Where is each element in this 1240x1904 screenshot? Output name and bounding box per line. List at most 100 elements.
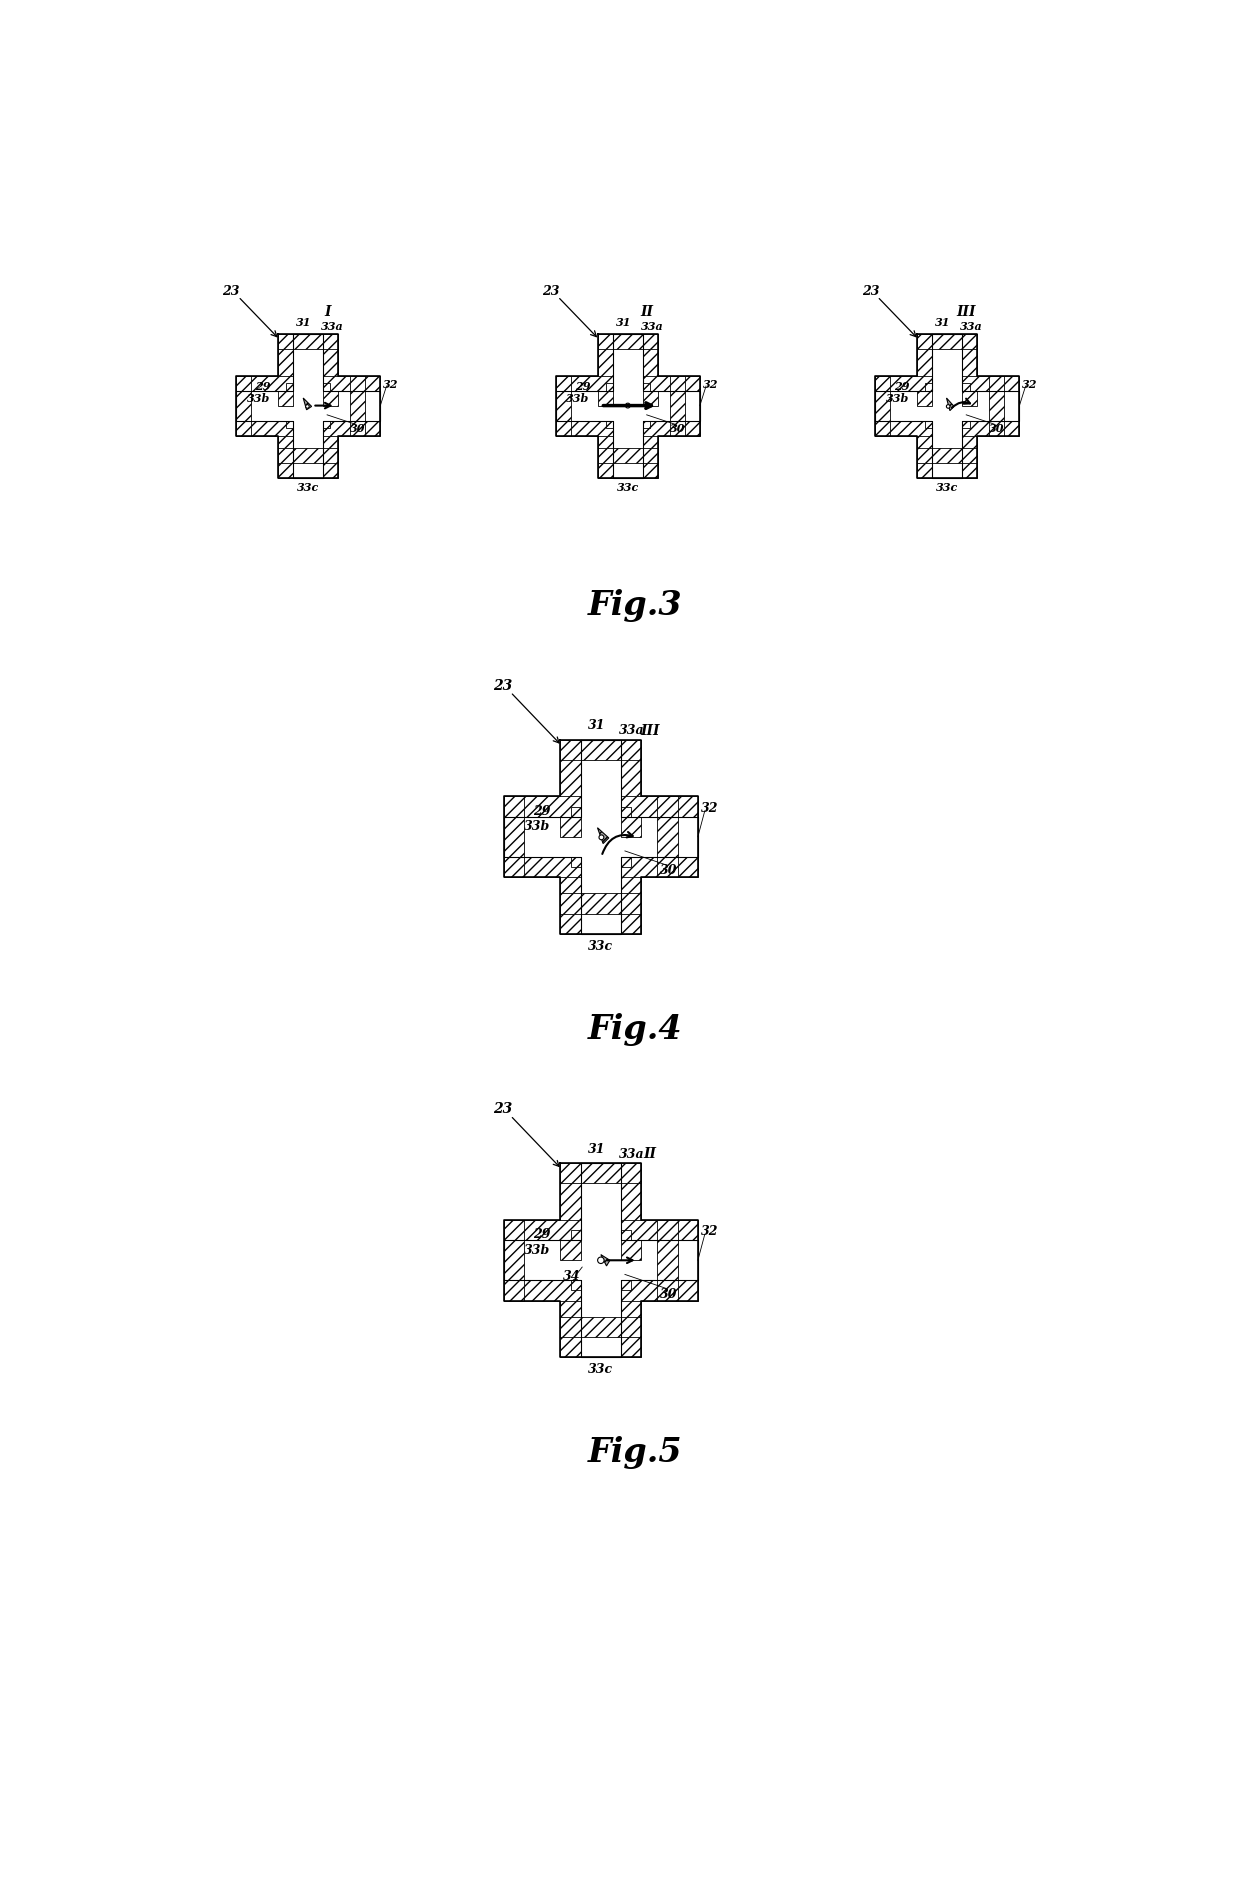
Bar [642, 375, 699, 390]
Bar [560, 857, 580, 933]
Bar [556, 421, 613, 436]
Bar [598, 333, 658, 348]
Polygon shape [946, 398, 954, 411]
Circle shape [599, 836, 604, 840]
Text: II: II [640, 305, 653, 320]
Bar [605, 383, 613, 390]
Text: 23: 23 [222, 286, 241, 299]
Bar [925, 383, 932, 390]
Bar [278, 447, 339, 463]
Text: 29: 29 [894, 381, 910, 392]
Circle shape [946, 406, 950, 407]
Text: 33c: 33c [936, 482, 959, 493]
Bar [278, 421, 293, 478]
Text: 32: 32 [383, 379, 399, 390]
Bar [962, 421, 970, 428]
Bar [598, 447, 658, 463]
Text: 33a: 33a [619, 1148, 645, 1161]
Bar [503, 1281, 580, 1300]
Bar [503, 857, 580, 878]
Bar [918, 447, 977, 463]
Bar [324, 333, 339, 406]
Polygon shape [304, 398, 311, 409]
Bar [580, 741, 621, 933]
Bar [324, 421, 331, 428]
Text: 33b: 33b [525, 1243, 551, 1257]
Bar [324, 375, 381, 390]
Text: 29: 29 [533, 805, 551, 819]
Text: 33b: 33b [567, 392, 589, 404]
Bar [580, 1163, 621, 1358]
Text: 31: 31 [615, 318, 631, 327]
Bar [621, 796, 698, 817]
Bar [286, 421, 293, 428]
Bar [605, 421, 613, 428]
Text: 33a: 33a [321, 322, 343, 331]
Circle shape [305, 406, 309, 407]
Bar [570, 807, 580, 817]
Bar [962, 383, 970, 390]
Bar [621, 1220, 698, 1240]
Text: III: III [641, 724, 660, 737]
Text: I: I [324, 305, 330, 320]
Text: 31: 31 [935, 318, 951, 327]
Text: 23: 23 [542, 286, 559, 299]
Text: Fig.3: Fig.3 [588, 588, 683, 623]
Bar [570, 857, 580, 866]
Bar [621, 1281, 631, 1291]
Bar [875, 375, 890, 436]
Bar [621, 857, 641, 933]
Text: 34: 34 [563, 1270, 580, 1283]
Bar [642, 421, 699, 436]
Text: 33c: 33c [588, 1363, 614, 1377]
Bar [621, 857, 698, 878]
Text: 33b: 33b [525, 821, 551, 834]
Bar [293, 333, 324, 478]
Text: 29: 29 [533, 1228, 551, 1241]
Bar [642, 333, 658, 406]
Bar [556, 375, 613, 390]
Text: 33c: 33c [298, 482, 320, 493]
Bar [324, 421, 381, 436]
Bar [621, 1281, 698, 1300]
Text: 33c: 33c [588, 939, 614, 952]
Bar [560, 893, 641, 914]
Text: Fig.5: Fig.5 [588, 1436, 683, 1470]
Text: 33a: 33a [641, 322, 663, 331]
Text: 29: 29 [574, 381, 590, 392]
Bar [990, 375, 1004, 436]
Bar [962, 375, 1019, 390]
Text: 23: 23 [494, 1102, 512, 1116]
Bar [503, 796, 525, 878]
Text: 33c: 33c [616, 482, 639, 493]
Bar [560, 741, 641, 760]
Bar [925, 421, 932, 428]
Bar [621, 1230, 631, 1240]
Bar [670, 375, 684, 436]
Text: 30: 30 [660, 864, 678, 878]
Bar [613, 333, 642, 478]
Bar [962, 421, 977, 478]
Text: Fig.4: Fig.4 [588, 1013, 683, 1045]
Text: 33b: 33b [885, 392, 909, 404]
Bar [560, 1281, 580, 1358]
Bar [324, 383, 331, 390]
Text: 33b: 33b [247, 392, 270, 404]
Bar [642, 421, 658, 478]
Bar [875, 390, 1019, 421]
Bar [621, 1163, 641, 1260]
Text: 29: 29 [255, 381, 270, 392]
Text: 32: 32 [702, 802, 719, 815]
Polygon shape [601, 1255, 610, 1266]
Bar [962, 333, 977, 406]
Bar [503, 1240, 698, 1281]
Bar [598, 421, 613, 478]
Bar [918, 333, 977, 348]
Bar [875, 375, 932, 390]
Bar [503, 1220, 525, 1300]
Bar [560, 1318, 641, 1337]
Text: 30: 30 [660, 1287, 678, 1300]
Bar [570, 1230, 580, 1240]
Bar [642, 421, 650, 428]
Bar [560, 1163, 580, 1260]
